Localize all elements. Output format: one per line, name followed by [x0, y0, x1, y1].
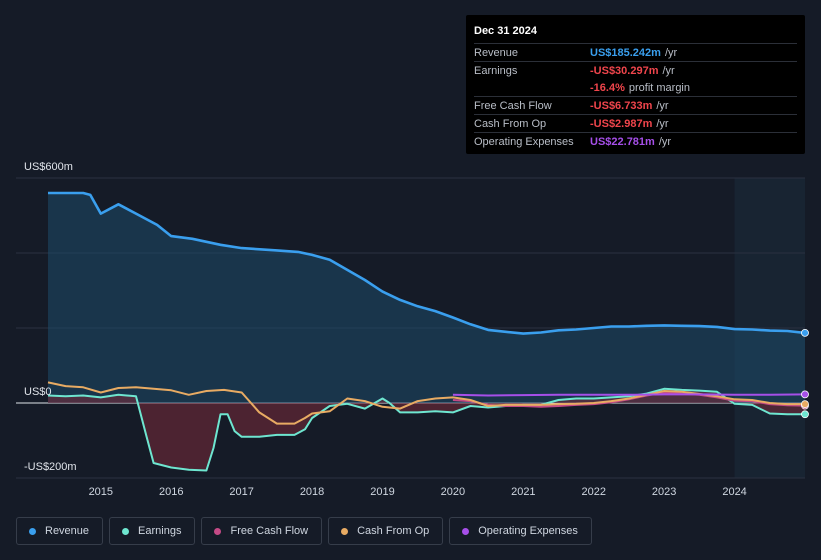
tooltip-row: -16.4% profit margin [474, 79, 797, 96]
x-tick-label: 2015 [89, 486, 113, 498]
legend-dot-icon [462, 527, 470, 535]
tooltip-row: Revenue US$185.242m/yr [474, 43, 797, 61]
tooltip-row-unit: profit margin [628, 81, 690, 94]
tooltip-row-label: Earnings [474, 64, 518, 77]
x-tick-label: 2023 [652, 486, 676, 498]
x-tick-label: 2019 [370, 486, 394, 498]
y-axis-label-bottom: -US$200m [24, 461, 77, 473]
earnings-area [48, 388, 805, 471]
legend-label: Operating Expenses [478, 525, 578, 537]
tooltip-row-value: US$22.781m [590, 135, 655, 148]
legend-label: Cash From Op [357, 525, 430, 537]
tooltip-row-value: -US$2.987m [590, 117, 653, 130]
tooltip-date: Dec 31 2024 [474, 25, 537, 37]
x-axis: 2015 2016 2017 2018 2019 2020 2021 2022 2023 2024 [89, 486, 747, 498]
revenue-line [48, 191, 806, 335]
tooltip-row: Cash From Op -US$2.987m/yr [474, 114, 797, 132]
tooltip-row: Earnings -US$30.297m/yr [474, 61, 797, 79]
tooltip-row-unit: /yr [656, 117, 669, 130]
x-tick-label: 2022 [582, 486, 606, 498]
legend-dot-icon [122, 527, 130, 535]
operating-expenses-end-marker [801, 390, 809, 399]
x-tick-label: 2017 [229, 486, 253, 498]
tooltip-row-value: US$185.242m [590, 46, 661, 59]
legend-dot-icon [29, 527, 36, 535]
tooltip-row-unit: /yr [656, 99, 669, 112]
revenue-area [48, 193, 805, 403]
legend-item-cash-from-op[interactable]: Cash From Op [328, 517, 444, 545]
x-tick-label: 2020 [441, 486, 465, 498]
operating-expenses-line [452, 393, 806, 397]
tooltip-row-unit: /yr [664, 46, 678, 59]
revenue-end-marker [801, 328, 809, 337]
tooltip-row: Free Cash Flow -US$6.733m/yr [474, 96, 797, 114]
tooltip-row: Operating Expenses US$22.781m/yr [474, 132, 797, 150]
cash-from-op-end-marker [801, 400, 809, 409]
legend-dot-icon [341, 527, 349, 535]
tooltip-row-label: Revenue [474, 46, 519, 59]
x-tick-label: 2021 [511, 486, 535, 498]
legend-label: Earnings [138, 525, 182, 537]
tooltip-row-value: -US$30.297m [590, 64, 659, 77]
cash-from-op-line [47, 381, 805, 425]
earnings-end-marker [801, 410, 809, 419]
legend-item-operating-expenses[interactable]: Operating Expenses [449, 517, 592, 545]
tooltip-row-value: -US$6.733m [590, 99, 653, 112]
data-tooltip: Dec 31 2024 Revenue US$185.242m/yr Earning… [466, 15, 805, 154]
chart-legend: Revenue Earnings Free Cash Flow Cash From O… [16, 517, 592, 545]
tooltip-row-label: Cash From Op [474, 117, 547, 130]
series-areas [48, 193, 805, 471]
legend-label: Free Cash Flow [230, 525, 309, 537]
series-endpoints [801, 328, 809, 419]
y-axis-label-zero: US$0 [24, 386, 52, 398]
x-tick-label: 2016 [159, 486, 183, 498]
tooltip-row-label: Operating Expenses [474, 135, 574, 148]
earnings-line [47, 387, 805, 472]
tooltip-row-unit: /yr [662, 64, 675, 77]
y-axis-label-top: US$600m [24, 161, 73, 173]
legend-item-free-cash-flow[interactable]: Free Cash Flow [201, 517, 323, 545]
tooltip-row-label: Free Cash Flow [474, 99, 552, 112]
legend-label: Revenue [45, 525, 90, 537]
tooltip-row-value: -16.4% [590, 81, 625, 94]
legend-item-earnings[interactable]: Earnings [109, 517, 196, 545]
tooltip-row-unit: /yr [658, 135, 672, 148]
legend-item-revenue[interactable]: Revenue [16, 517, 104, 545]
x-tick-label: 2024 [722, 486, 746, 498]
series-lines [47, 191, 806, 472]
x-tick-label: 2018 [300, 486, 324, 498]
legend-dot-icon [214, 527, 222, 535]
